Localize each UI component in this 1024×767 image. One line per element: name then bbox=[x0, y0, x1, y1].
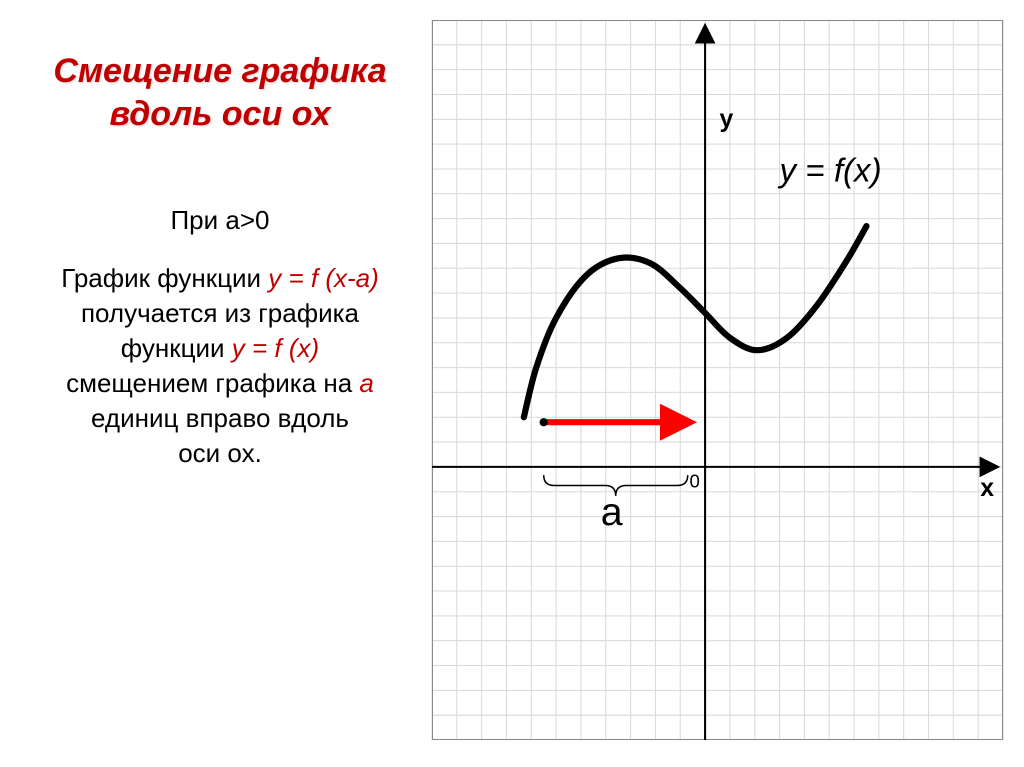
chart: у х 0 y = f(x) а bbox=[430, 20, 1005, 740]
desc-p3-func: у = f (x) bbox=[232, 333, 319, 363]
origin-label: 0 bbox=[690, 471, 700, 492]
desc-p3-prefix: функции bbox=[121, 333, 232, 363]
function-label: y = f(x) bbox=[778, 152, 882, 189]
grid bbox=[432, 20, 1003, 740]
description-text: График функции у = f (x-a) получается из… bbox=[30, 261, 410, 472]
curve-start-dot bbox=[540, 418, 548, 426]
x-axis-label: х bbox=[980, 475, 994, 502]
desc-p2: получается из графика bbox=[81, 298, 359, 328]
condition-prefix: При bbox=[170, 205, 225, 235]
desc-p4-prefix: смещением графика на bbox=[66, 368, 359, 398]
condition-text: При а>0 bbox=[30, 205, 410, 236]
desc-p5: единиц вправо вдоль bbox=[91, 403, 349, 433]
slide-title: Смещение графика вдоль оси ох bbox=[30, 50, 410, 135]
condition-expr: а>0 bbox=[225, 205, 269, 235]
curve bbox=[524, 226, 867, 417]
brace-label: а bbox=[601, 490, 623, 534]
desc-p1-prefix: График функции bbox=[61, 263, 268, 293]
y-axis-label: у bbox=[720, 106, 734, 133]
desc-p6: оси ох. bbox=[178, 438, 262, 468]
axes bbox=[432, 26, 997, 740]
desc-p1-func: у = f (x-a) bbox=[268, 263, 379, 293]
desc-p4-a: а bbox=[359, 368, 373, 398]
